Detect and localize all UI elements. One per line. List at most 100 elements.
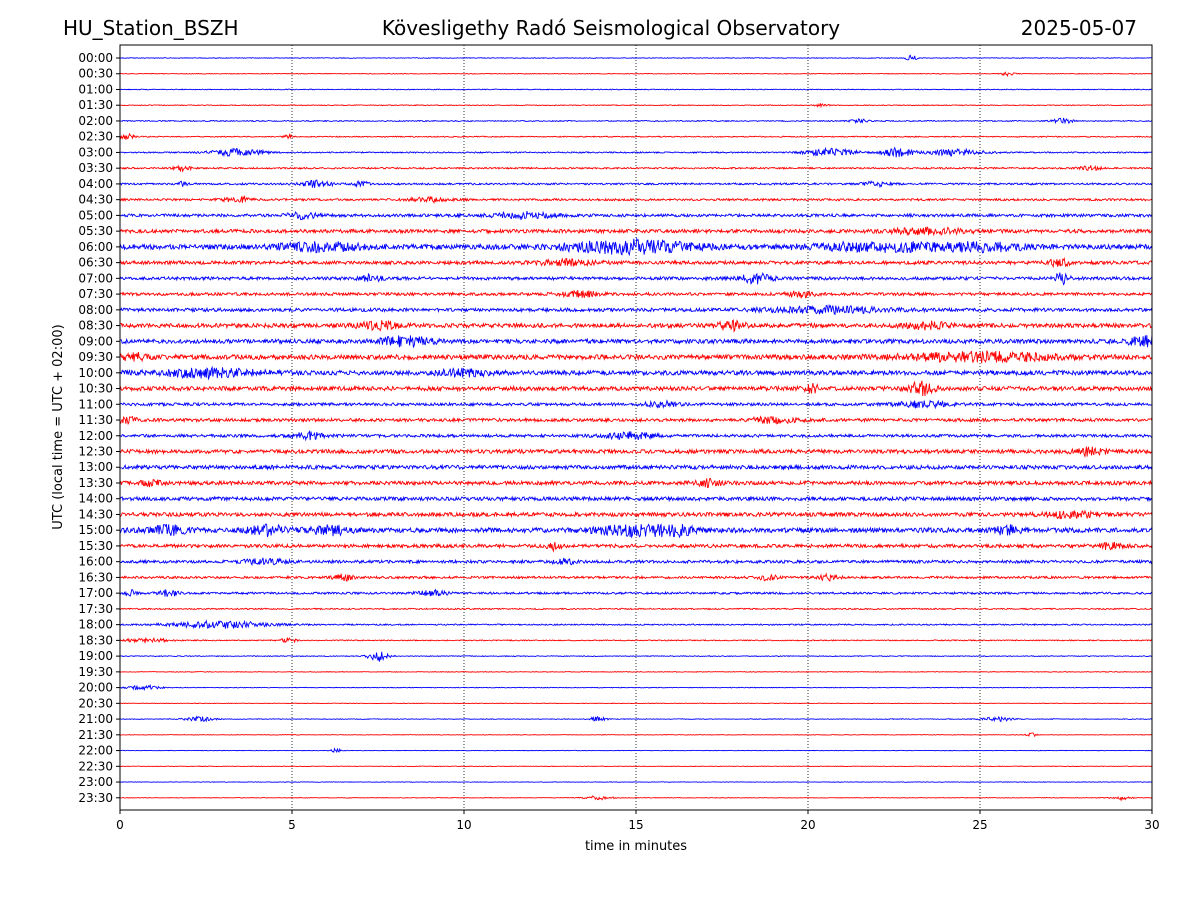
trace-1630 [119, 572, 1153, 582]
y-tick-label: 10:30 [78, 382, 113, 396]
trace-1100 [119, 399, 1153, 410]
trace-0100 [119, 88, 1153, 91]
trace-1900 [119, 651, 1153, 662]
y-tick-label: 14:00 [78, 492, 113, 506]
trace-0730 [119, 289, 1153, 299]
y-tick-label: 05:30 [78, 224, 113, 238]
y-tick-label: 21:30 [78, 728, 113, 742]
y-tick-label: 02:30 [78, 130, 113, 144]
x-ticks: 0 5 10 15 20 25 30 [116, 810, 1160, 832]
trace-0330 [119, 164, 1153, 173]
y-tick-label: 11:00 [78, 397, 113, 411]
trace-2230 [119, 765, 1153, 768]
x-tick-label: 30 [1144, 818, 1159, 832]
trace-lines [119, 54, 1153, 802]
y-tick-label: 07:30 [78, 287, 113, 301]
y-tick-label: 00:00 [78, 51, 113, 65]
trace-1200 [119, 429, 1153, 442]
y-tick-label: 03:30 [78, 161, 113, 175]
y-tick-label: 18:00 [78, 618, 113, 632]
trace-2030 [119, 702, 1153, 705]
trace-0900 [119, 334, 1153, 349]
y-tick-label: 04:30 [78, 193, 113, 207]
y-tick-label: 17:00 [78, 586, 113, 600]
x-tick-label: 5 [288, 818, 296, 832]
trace-1730 [119, 607, 1153, 611]
trace-1930 [119, 670, 1153, 673]
trace-2130 [119, 732, 1153, 738]
trace-1600 [119, 557, 1153, 567]
y-tick-label: 23:30 [78, 791, 113, 805]
y-tick-label: 23:00 [78, 775, 113, 789]
y-tick-label: 06:30 [78, 256, 113, 270]
trace-0300 [119, 146, 1153, 158]
date-title: 2025-05-07 [1021, 16, 1137, 40]
trace-1400 [119, 495, 1153, 503]
trace-1430 [119, 509, 1153, 520]
trace-0000 [119, 54, 1153, 61]
y-tick-label: 13:30 [78, 476, 113, 490]
trace-2200 [119, 747, 1153, 754]
y-tick-label: 19:30 [78, 665, 113, 679]
y-tick-label: 02:00 [78, 114, 113, 128]
trace-0200 [119, 117, 1153, 125]
trace-1300 [119, 463, 1153, 471]
trace-1830 [119, 637, 1153, 644]
y-tick-label: 01:00 [78, 82, 113, 96]
trace-0130 [119, 103, 1153, 109]
trace-0030 [119, 71, 1153, 78]
y-tick-label: 16:00 [78, 555, 113, 569]
y-tick-label: 22:30 [78, 759, 113, 773]
y-tick-label: 00:30 [78, 67, 113, 81]
observatory-title: Kövesligethy Radó Seismological Observat… [382, 16, 840, 40]
y-tick-label: 09:30 [78, 350, 113, 364]
y-tick-label: 15:00 [78, 523, 113, 537]
y-tick-label: 18:30 [78, 633, 113, 647]
trace-0630 [119, 256, 1153, 269]
trace-0400 [119, 179, 1153, 189]
x-tick-label: 10 [456, 818, 471, 832]
y-tick-label: 12:00 [78, 429, 113, 443]
trace-2300 [119, 781, 1153, 783]
y-tick-label: 20:00 [78, 681, 113, 695]
y-tick-label: 01:30 [78, 98, 113, 112]
y-tick-label: 17:30 [78, 602, 113, 616]
y-tick-label: 09:00 [78, 334, 113, 348]
y-tick-label: 07:00 [78, 271, 113, 285]
trace-0930 [119, 350, 1153, 364]
trace-1530 [119, 541, 1153, 553]
trace-0600 [119, 237, 1153, 257]
y-tick-label: 11:30 [78, 413, 113, 427]
trace-0230 [119, 132, 1153, 140]
y-tick-label: 08:30 [78, 319, 113, 333]
y-tick-label: 12:30 [78, 445, 113, 459]
trace-0830 [119, 319, 1153, 333]
y-tick-label: 06:00 [78, 240, 113, 254]
trace-0530 [119, 226, 1153, 237]
y-tick-label: 04:00 [78, 177, 113, 191]
trace-0700 [119, 272, 1153, 286]
trace-1030 [119, 380, 1153, 397]
y-tick-label: 14:30 [78, 507, 113, 521]
plot-frame [119, 44, 1153, 811]
x-tick-label: 20 [800, 818, 815, 832]
station-title: HU_Station_BSZH [63, 16, 239, 40]
trace-0430 [119, 194, 1153, 205]
trace-2000 [119, 684, 1153, 692]
y-tick-label: 16:30 [78, 570, 113, 584]
trace-0500 [119, 210, 1153, 221]
trace-1130 [119, 415, 1153, 426]
y-tick-label: 13:00 [78, 460, 113, 474]
trace-1000 [119, 365, 1153, 381]
x-tick-label: 25 [972, 818, 987, 832]
y-tick-label: 03:00 [78, 145, 113, 159]
trace-0800 [119, 303, 1153, 316]
y-tick-label: 05:00 [78, 208, 113, 222]
x-tick-label: 0 [116, 818, 124, 832]
x-tick-label: 15 [628, 818, 643, 832]
y-tick-label: 19:00 [78, 649, 113, 663]
trace-2100 [119, 715, 1153, 723]
